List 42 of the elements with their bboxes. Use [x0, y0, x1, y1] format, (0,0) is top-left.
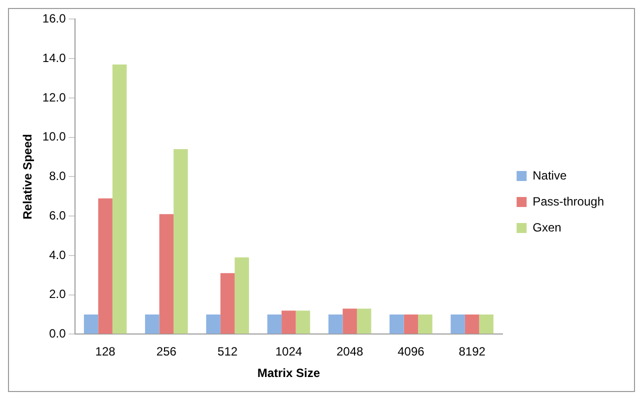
x-tick-label: 2048 — [336, 344, 364, 359]
y-tick-label: 4.0 — [49, 248, 66, 262]
x-axis-title: Matrix Size — [257, 366, 320, 380]
x-tick-label: 256 — [156, 344, 177, 359]
bar — [220, 273, 235, 334]
bar — [418, 314, 432, 334]
y-tick-label: 16.0 — [42, 12, 66, 26]
bar — [234, 257, 249, 334]
bar — [206, 314, 220, 334]
y-tick-label: 8.0 — [49, 169, 66, 184]
bar — [84, 314, 98, 334]
bar — [112, 64, 127, 334]
x-tick-label: 8192 — [458, 344, 486, 359]
bar — [328, 314, 343, 334]
bar — [159, 214, 174, 334]
x-tick-label: 4096 — [398, 344, 425, 359]
bar — [356, 308, 372, 334]
bar — [296, 310, 310, 334]
bar — [404, 314, 418, 334]
y-tick-label: 14.0 — [42, 50, 66, 65]
legend-label: Pass-through — [532, 194, 604, 208]
bar — [282, 310, 296, 334]
y-tick-label: 6.0 — [49, 208, 66, 222]
bar — [450, 314, 465, 334]
bar — [174, 149, 188, 334]
bar — [390, 314, 404, 334]
legend-label: Gxen — [532, 220, 562, 234]
bar — [464, 314, 480, 334]
y-tick-label: 0.0 — [49, 326, 66, 341]
y-tick-label: 12.0 — [42, 90, 66, 104]
legend-label: Native — [532, 168, 567, 182]
y-tick-label: 10.0 — [42, 130, 66, 144]
bar — [267, 314, 282, 334]
bar — [98, 198, 112, 334]
y-tick-label: 2.0 — [49, 287, 66, 302]
x-tick-label: 512 — [218, 344, 238, 359]
x-tick-label: 1024 — [275, 344, 302, 359]
y-axis-title: Relative Speed — [20, 134, 35, 220]
bar — [145, 314, 160, 334]
bar — [479, 314, 494, 334]
bar — [342, 308, 357, 334]
x-tick-label: 128 — [95, 344, 116, 359]
